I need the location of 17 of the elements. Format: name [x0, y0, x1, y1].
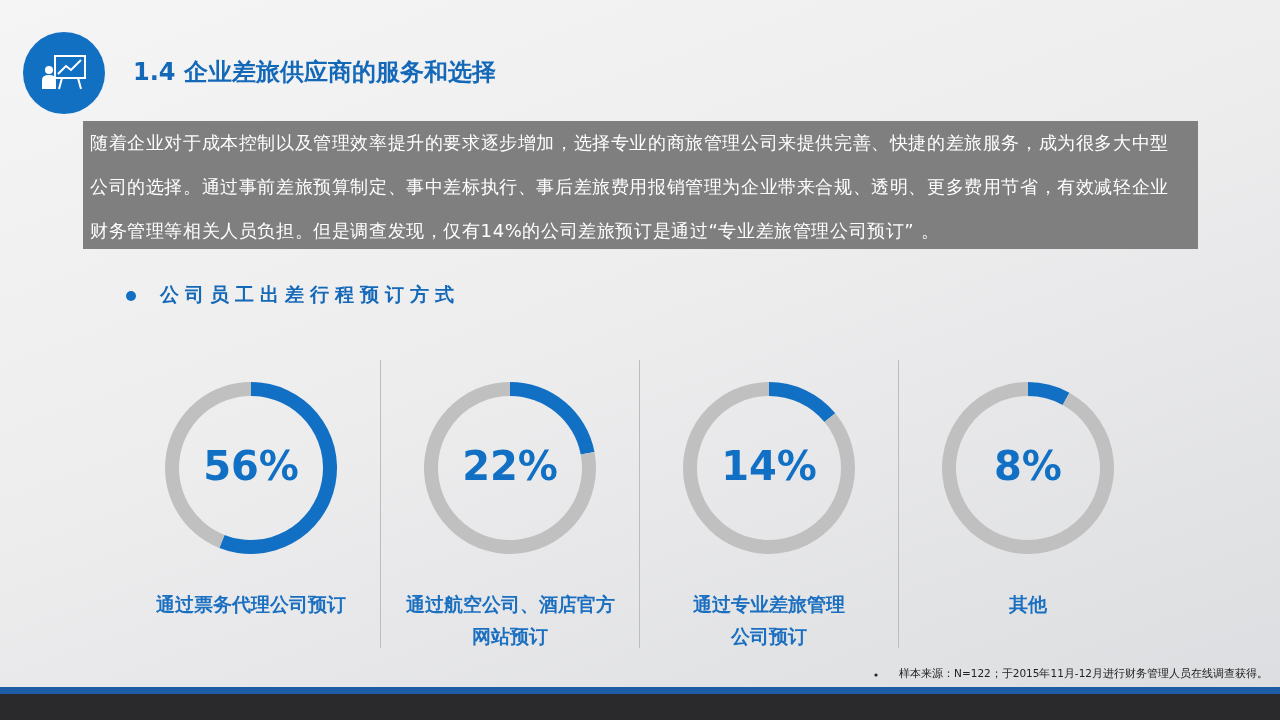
donut-slice — [1028, 382, 1070, 405]
text: 公司员工出差行程预订方式 — [160, 282, 460, 307]
text: 随着企业对于成本控制以及管理效率提升的要求逐步增加，选择专业的商旅管理公司来提供完善、快捷的差旅服务，成为很多大中型公司的选择。通过事前差旅预算制定、事中差标执行、事后差旅费用报销管理为企业带来合规、透明、更多费用节省，有效减轻企业财务管理等相关人员负担。但是调查发现，仅有14%的公司差旅预订是通过“专业差旅管理公司预订” 。 — [90, 132, 1169, 241]
data-label: 14% — [721, 443, 817, 489]
text: 其他 — [1008, 592, 1048, 617]
data-label: 8% — [994, 443, 1062, 489]
text: 通过航空公司、酒店官方网站预订 — [404, 592, 616, 649]
text: 1.4 企业差旅供应商的服务和选择 — [133, 57, 496, 88]
donut-slice — [683, 382, 855, 554]
text: 样本来源：N=122；于2015年11月-12月进行财务管理人员在线调查获得。 — [899, 667, 1268, 681]
data-label: 56% — [203, 443, 299, 489]
donut-slice — [769, 382, 836, 423]
donut-slice — [424, 382, 596, 554]
text: 通过票务代理公司预订 — [155, 592, 347, 617]
donut-slice — [942, 382, 1114, 554]
data-label: 22% — [462, 443, 558, 489]
text: 通过专业差旅管理公司预订 — [692, 592, 846, 649]
